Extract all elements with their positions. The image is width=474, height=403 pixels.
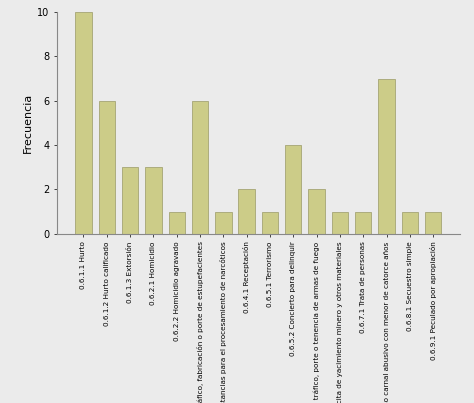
- Bar: [262, 212, 278, 234]
- Bar: [122, 167, 138, 234]
- Bar: [145, 167, 162, 234]
- Bar: [285, 145, 301, 234]
- Bar: [378, 79, 395, 234]
- Bar: [169, 212, 185, 234]
- Bar: [355, 212, 372, 234]
- Bar: [75, 12, 91, 234]
- Bar: [309, 189, 325, 234]
- Bar: [238, 189, 255, 234]
- Bar: [99, 101, 115, 234]
- Bar: [425, 212, 441, 234]
- Y-axis label: Frecuencia: Frecuencia: [23, 93, 33, 153]
- Bar: [402, 212, 418, 234]
- Bar: [332, 212, 348, 234]
- Bar: [192, 101, 208, 234]
- Bar: [215, 212, 231, 234]
